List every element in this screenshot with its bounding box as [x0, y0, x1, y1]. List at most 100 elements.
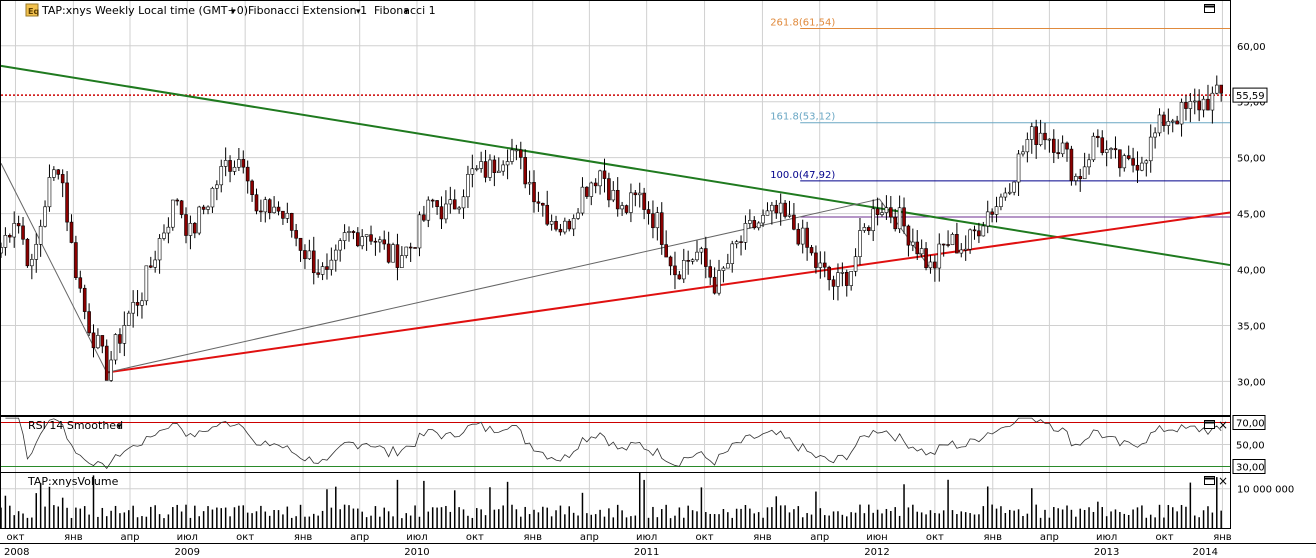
candle-body [615, 190, 620, 210]
candle-body [1192, 100, 1197, 103]
candle-body [726, 263, 730, 269]
candle-body [91, 332, 96, 349]
candle-body [629, 192, 633, 213]
fib-level-label: 161.8(53,12) [770, 112, 835, 123]
candle-body [1091, 135, 1096, 161]
close-volume-icon[interactable]: × [1218, 474, 1228, 488]
candle-body [360, 236, 365, 247]
candle-body [655, 212, 660, 229]
candle-body [391, 244, 395, 263]
candle-body [1104, 149, 1109, 153]
candle-body [844, 272, 849, 286]
candle-body [1034, 126, 1038, 145]
candle-body [1144, 160, 1149, 164]
candle-body [589, 182, 594, 197]
candle-body [770, 204, 774, 212]
candle-body [822, 262, 827, 268]
candle-body [1113, 148, 1118, 151]
candle-body [1082, 166, 1087, 180]
candle-body [113, 334, 118, 361]
rsi-title[interactable]: RSI 14 Smoothed [28, 419, 123, 432]
x-tick-label: окт [6, 532, 24, 543]
candle-body [197, 206, 202, 234]
candle-body [325, 266, 329, 270]
candle-body [778, 202, 783, 214]
fib-extension-menu-arrow-icon[interactable]: ▾ [356, 7, 361, 17]
candle-body [1140, 162, 1144, 171]
candle-body [571, 218, 576, 230]
candle-body [338, 240, 342, 251]
fibonacci-title[interactable]: Fibonacci 1 [374, 4, 436, 17]
candle-body [933, 261, 937, 269]
candle-body [144, 265, 149, 302]
candle-body [461, 196, 466, 209]
candle-body [294, 230, 298, 239]
x-tick-label: окт [466, 532, 484, 543]
candle-body [448, 199, 453, 205]
maximize-price-icon[interactable] [1204, 4, 1215, 13]
candle-body [179, 200, 184, 215]
candle-body [941, 243, 946, 246]
candle-body [1069, 148, 1074, 181]
volume-title[interactable]: TAP:xnysVolume [27, 475, 119, 488]
candle-body [739, 241, 743, 243]
candle-body [1078, 176, 1083, 180]
candle-body [356, 232, 360, 247]
candle-body [620, 205, 624, 210]
candle-body [1214, 84, 1219, 94]
candle-body [140, 300, 144, 306]
candle-body [347, 231, 351, 233]
candle-body [1219, 84, 1223, 94]
candle-body [1109, 148, 1113, 151]
x-tick-label: апр [350, 532, 369, 543]
candle-body [395, 244, 400, 268]
maximize-rsi-icon[interactable] [1204, 420, 1215, 429]
candle-body [827, 266, 831, 281]
trendlines [0, 64, 1231, 374]
x-tick-label: янв [524, 532, 543, 543]
symbol-title[interactable]: TAP:xnys Weekly Local time (GMT+0) [41, 4, 248, 17]
candle-body [1021, 151, 1025, 155]
candle-body [748, 220, 752, 224]
fibonacci-menu-arrow-icon[interactable]: ▾ [404, 7, 409, 17]
candle-body [536, 201, 541, 204]
candle-body [651, 213, 655, 229]
candle-body [1157, 114, 1162, 134]
candle-body [281, 210, 285, 219]
candle-body [1135, 164, 1140, 171]
candle-body [567, 220, 572, 230]
rsi-level-tag [1232, 415, 1266, 430]
candle-body [1047, 138, 1052, 141]
candle-body [311, 250, 316, 274]
x-tick-label: июл [1096, 532, 1117, 543]
candle-body [201, 206, 206, 210]
candle-body [999, 196, 1003, 207]
fib-extension-title[interactable]: Fibonacci Extension 1 [248, 4, 367, 17]
x-tick-label: окт [696, 532, 714, 543]
x-tick-label: окт [926, 532, 944, 543]
candle-body [505, 161, 510, 166]
candle-body [889, 207, 893, 218]
candle-body [510, 149, 514, 162]
candle-body [686, 260, 690, 262]
year-label: 2008 [4, 547, 29, 558]
indicator-icon[interactable] [25, 3, 39, 17]
close-rsi-icon[interactable]: × [1218, 418, 1228, 432]
x-tick-label: янв [1213, 532, 1232, 543]
symbol-menu-arrow-icon[interactable]: ▾ [231, 7, 236, 17]
candle-body [1162, 114, 1166, 126]
candle-body [400, 255, 404, 268]
candle-body [435, 200, 439, 207]
last-price-tag [1232, 87, 1268, 103]
candle-body [756, 222, 761, 229]
candle-body [1148, 136, 1153, 162]
rsi-menu-arrow-icon[interactable]: ▾ [117, 422, 122, 432]
candle-body [673, 265, 677, 276]
candle-body [276, 206, 281, 212]
year-label: 2009 [175, 547, 200, 558]
candle-body [699, 248, 704, 253]
candle-body [82, 287, 87, 312]
candle-body [12, 223, 17, 238]
maximize-volume-icon[interactable] [1204, 476, 1215, 485]
candle-body [800, 227, 805, 245]
